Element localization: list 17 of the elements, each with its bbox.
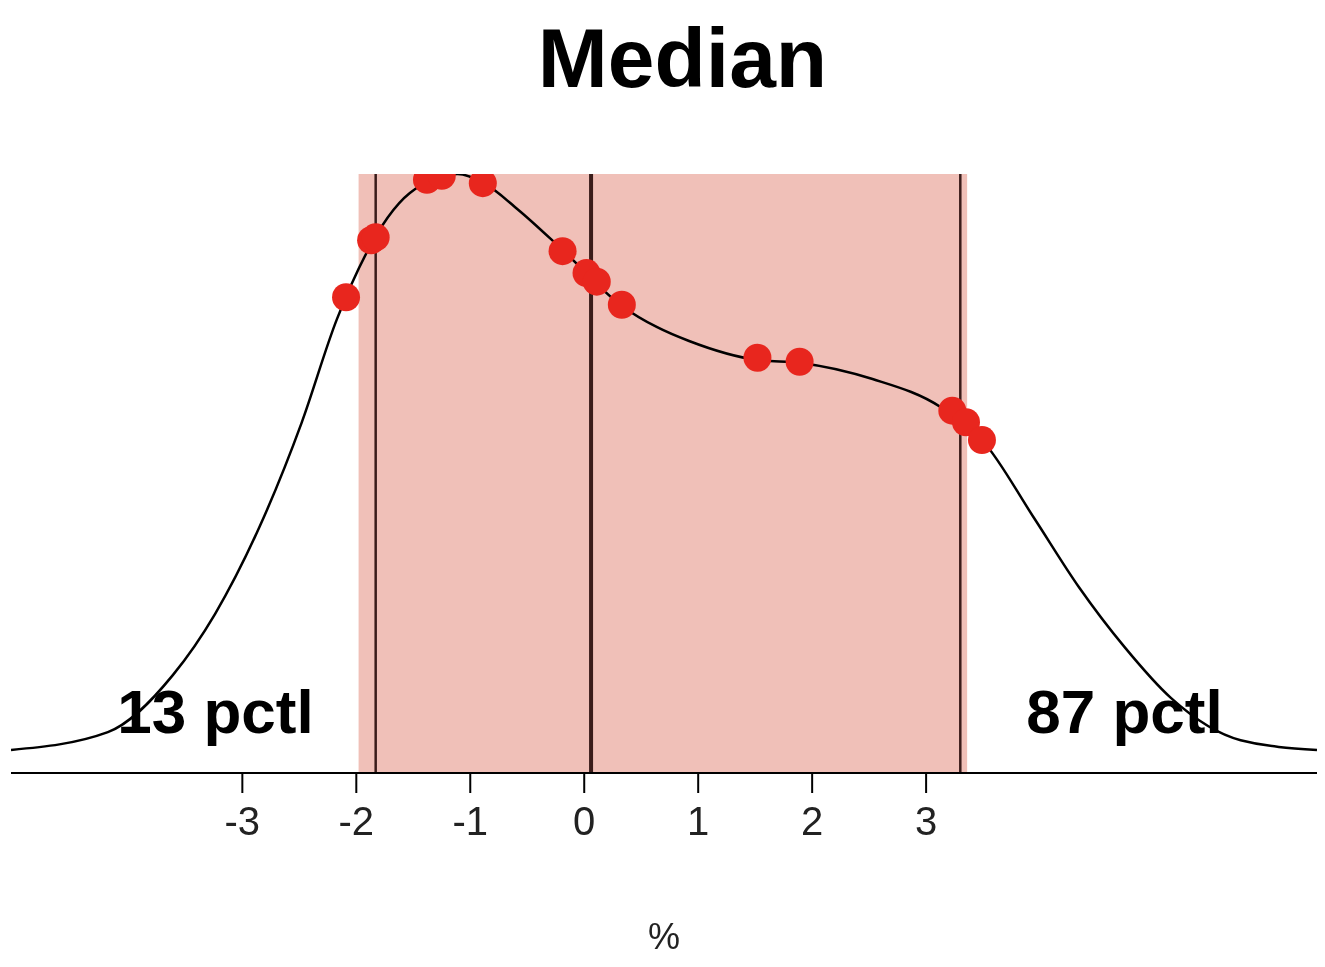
x-tick-label: 3 <box>914 799 938 844</box>
point <box>743 343 772 372</box>
point <box>582 267 611 296</box>
point <box>607 290 636 319</box>
x-tick-label: 1 <box>687 799 710 844</box>
point <box>952 408 980 437</box>
x-tick-label: -3 <box>224 799 261 844</box>
x-tick-label: 2 <box>801 799 824 844</box>
point <box>967 426 996 455</box>
point <box>332 283 361 312</box>
x-tick-label: -2 <box>338 799 375 844</box>
point <box>548 237 577 266</box>
x-axis-title: % <box>647 916 681 957</box>
x-tick-label: -1 <box>452 799 489 844</box>
x-tick-label: 0 <box>573 799 596 844</box>
chart-title: Median <box>536 10 829 107</box>
point <box>785 347 814 376</box>
